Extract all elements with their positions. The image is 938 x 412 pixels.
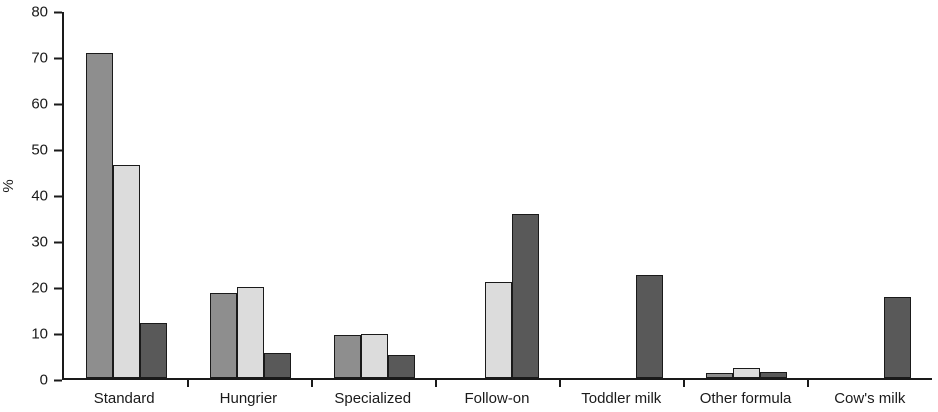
- bar-series-3-dark-gray-cow-s-milk: [883, 296, 911, 378]
- category-column-toddler-milk: [560, 12, 685, 387]
- category-column-follow-on: [436, 12, 561, 387]
- y-tick-label: 40: [31, 187, 48, 205]
- bar-series-2-light-gray-hungrier: [236, 286, 264, 378]
- y-tick-40: 40: [31, 188, 62, 205]
- y-tick-label: 20: [31, 279, 48, 297]
- y-tick-mark: [54, 57, 62, 59]
- y-tick-mark: [54, 333, 62, 335]
- y-tick-50: 50: [31, 142, 62, 159]
- x-category-label-cow-s-milk: Cow's milk: [834, 390, 906, 407]
- y-tick-label: 60: [31, 95, 48, 113]
- x-category-label-toddler-milk: Toddler milk: [581, 390, 662, 407]
- y-tick-mark: [54, 11, 62, 13]
- x-category-label-standard: Standard: [93, 390, 155, 407]
- y-tick-20: 20: [31, 280, 62, 297]
- x-axis-labels: Standard Hungrier Specialized Follow-on Todd…: [62, 390, 932, 407]
- bar-series-3-dark-gray-other-formula: [759, 372, 787, 378]
- y-tick-label: 80: [31, 3, 48, 21]
- bar-series-3-dark-gray-follow-on: [511, 214, 539, 378]
- y-tick-0: 0: [40, 372, 62, 389]
- bar-series-2-light-gray-specialized: [360, 333, 388, 378]
- bar-series-3-dark-gray-toddler-milk: [635, 275, 663, 378]
- y-tick-mark: [54, 103, 62, 105]
- bar-series-1-medium-gray-hungrier: [209, 293, 237, 378]
- bar-series-3-dark-gray-hungrier: [263, 352, 291, 378]
- bar-series-2-light-gray-other-formula: [732, 367, 760, 378]
- x-category-label-specialized: Specialized: [334, 390, 412, 407]
- category-column-cow-s-milk: [808, 12, 932, 378]
- y-tick-label: 0: [39, 371, 48, 389]
- bar-series-2-light-gray-follow-on: [484, 281, 512, 378]
- bar-series-1-medium-gray-other-formula: [705, 373, 733, 378]
- x-category-label-other-formula: Other formula: [699, 390, 792, 407]
- x-category-label-follow-on: Follow-on: [464, 390, 530, 407]
- bar-series-1-medium-gray-specialized: [333, 334, 361, 378]
- y-tick-label: 50: [31, 141, 48, 159]
- y-tick-60: 60: [31, 96, 62, 113]
- y-axis-tick-container: 0 10 20 30 40 50 60 70 80: [0, 4, 62, 389]
- bar-series-2-light-gray-standard: [112, 165, 140, 378]
- y-tick-mark: [54, 379, 62, 381]
- plot-area: [62, 12, 932, 387]
- y-tick-mark: [54, 241, 62, 243]
- category-column-hungrier: [188, 12, 313, 387]
- y-tick-10: 10: [31, 326, 62, 343]
- bar-series-3-dark-gray-specialized: [387, 355, 415, 378]
- bar-series-3-dark-gray-standard: [139, 323, 167, 378]
- category-column-specialized: [312, 12, 437, 387]
- category-column-other-formula: [684, 12, 809, 387]
- y-tick-mark: [54, 195, 62, 197]
- bar-series-1-medium-gray-standard: [85, 53, 113, 378]
- y-tick-mark: [54, 149, 62, 151]
- y-tick-label: 30: [31, 233, 48, 251]
- y-tick-label: 10: [31, 325, 48, 343]
- y-tick-label: 70: [31, 49, 48, 67]
- x-category-label-hungrier: Hungrier: [219, 390, 278, 407]
- y-tick-mark: [54, 287, 62, 289]
- y-tick-30: 30: [31, 234, 62, 251]
- category-column-standard: [64, 12, 189, 387]
- y-tick-70: 70: [31, 50, 62, 67]
- y-tick-80: 80: [31, 4, 62, 21]
